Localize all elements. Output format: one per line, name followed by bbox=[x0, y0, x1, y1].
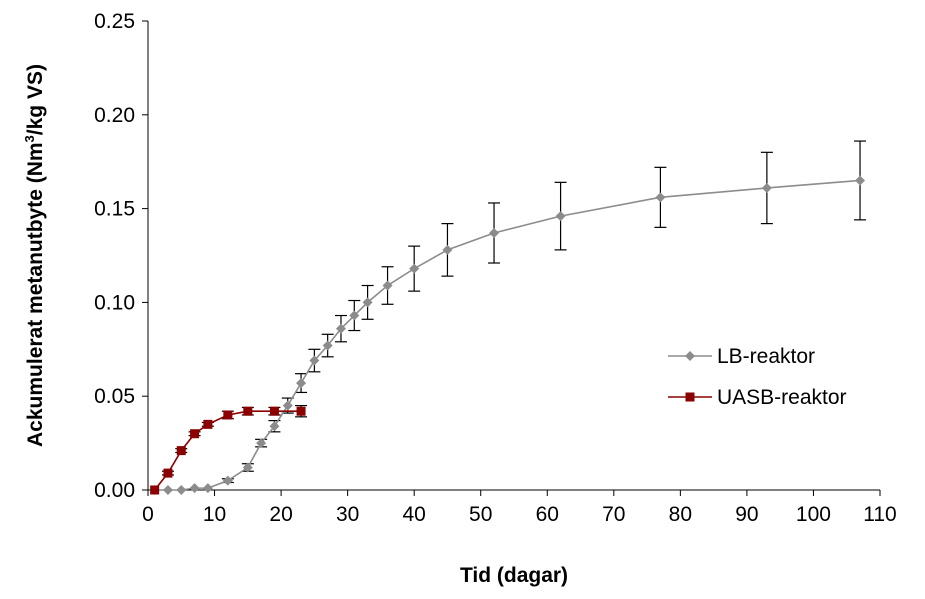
data-point bbox=[555, 211, 566, 222]
data-point bbox=[223, 410, 233, 420]
x-tick-label: 110 bbox=[863, 503, 896, 526]
data-point bbox=[442, 244, 453, 255]
x-tick-label: 100 bbox=[796, 503, 831, 526]
y-tick-label: 0.20 bbox=[94, 104, 135, 127]
x-tick-label: 20 bbox=[269, 503, 292, 526]
series-lb-reaktor bbox=[149, 140, 867, 495]
data-point bbox=[362, 297, 373, 308]
x-tick-label: 50 bbox=[469, 503, 492, 526]
data-point bbox=[189, 483, 200, 494]
data-point bbox=[349, 310, 360, 321]
data-point bbox=[203, 419, 213, 429]
data-point bbox=[190, 429, 200, 439]
data-point bbox=[282, 400, 293, 411]
data-point bbox=[222, 475, 233, 486]
legend-swatch-marker bbox=[685, 351, 695, 361]
data-point bbox=[256, 438, 267, 449]
data-point bbox=[655, 192, 666, 203]
y-axis-title-unit: /kg VS) bbox=[24, 64, 47, 135]
x-tick-label: 90 bbox=[735, 503, 758, 526]
series-uasb-reaktor bbox=[150, 404, 308, 495]
legend-label: LB-reaktor bbox=[717, 345, 815, 368]
legend-item-uasb-reaktor: UASB-reaktor bbox=[668, 386, 847, 409]
y-axis-title: Ackumulerat metanutbyte (Nm3/kg VS) bbox=[22, 64, 47, 447]
data-point bbox=[242, 462, 253, 473]
x-tick-label: 60 bbox=[536, 503, 559, 526]
x-tick-label: 70 bbox=[602, 503, 625, 526]
y-tick-label: 0.15 bbox=[94, 198, 135, 221]
data-point bbox=[335, 323, 346, 334]
y-tick-label: 0.05 bbox=[94, 385, 135, 408]
data-point bbox=[322, 340, 333, 351]
legend-swatch-marker bbox=[685, 392, 695, 402]
axes bbox=[147, 21, 880, 491]
data-point bbox=[163, 468, 173, 478]
data-point bbox=[855, 175, 866, 186]
x-tick-label: 80 bbox=[669, 503, 692, 526]
data-point bbox=[162, 485, 173, 495]
data-point bbox=[150, 485, 160, 495]
x-tick-label: 10 bbox=[203, 503, 226, 526]
data-point bbox=[761, 182, 772, 193]
legend: LB-reaktor UASB-reaktor bbox=[668, 345, 847, 409]
y-tick-label: 0.25 bbox=[94, 10, 135, 33]
data-point bbox=[296, 406, 306, 416]
x-tick-label: 30 bbox=[336, 503, 359, 526]
x-tick-label: 40 bbox=[403, 503, 426, 526]
data-point bbox=[382, 280, 393, 291]
data-point bbox=[176, 485, 187, 495]
y-tick-label: 0.00 bbox=[94, 479, 135, 502]
y-axis-title-superscript: 3 bbox=[22, 135, 37, 142]
data-point bbox=[409, 263, 420, 274]
data-point bbox=[269, 406, 279, 416]
y-ticks: 0.00 0.05 0.10 0.15 0.20 0.25 bbox=[94, 10, 148, 502]
data-point bbox=[309, 355, 320, 366]
y-axis-title-main: Ackumulerat metanutbyte (Nm bbox=[24, 142, 47, 447]
data-point bbox=[176, 446, 186, 456]
data-point bbox=[243, 406, 253, 416]
legend-item-lb-reaktor: LB-reaktor bbox=[668, 345, 815, 368]
data-point bbox=[269, 421, 280, 432]
data-point bbox=[296, 378, 307, 389]
x-ticks: 0 10 20 30 40 50 60 70 80 90 100 110 bbox=[142, 490, 897, 526]
x-tick-label: 0 bbox=[142, 503, 154, 526]
x-axis-title: Tid (dagar) bbox=[460, 564, 568, 587]
data-point bbox=[489, 227, 500, 238]
y-tick-label: 0.10 bbox=[94, 291, 135, 314]
series-layer bbox=[149, 140, 867, 495]
data-point bbox=[202, 483, 213, 494]
legend-label: UASB-reaktor bbox=[717, 386, 847, 409]
